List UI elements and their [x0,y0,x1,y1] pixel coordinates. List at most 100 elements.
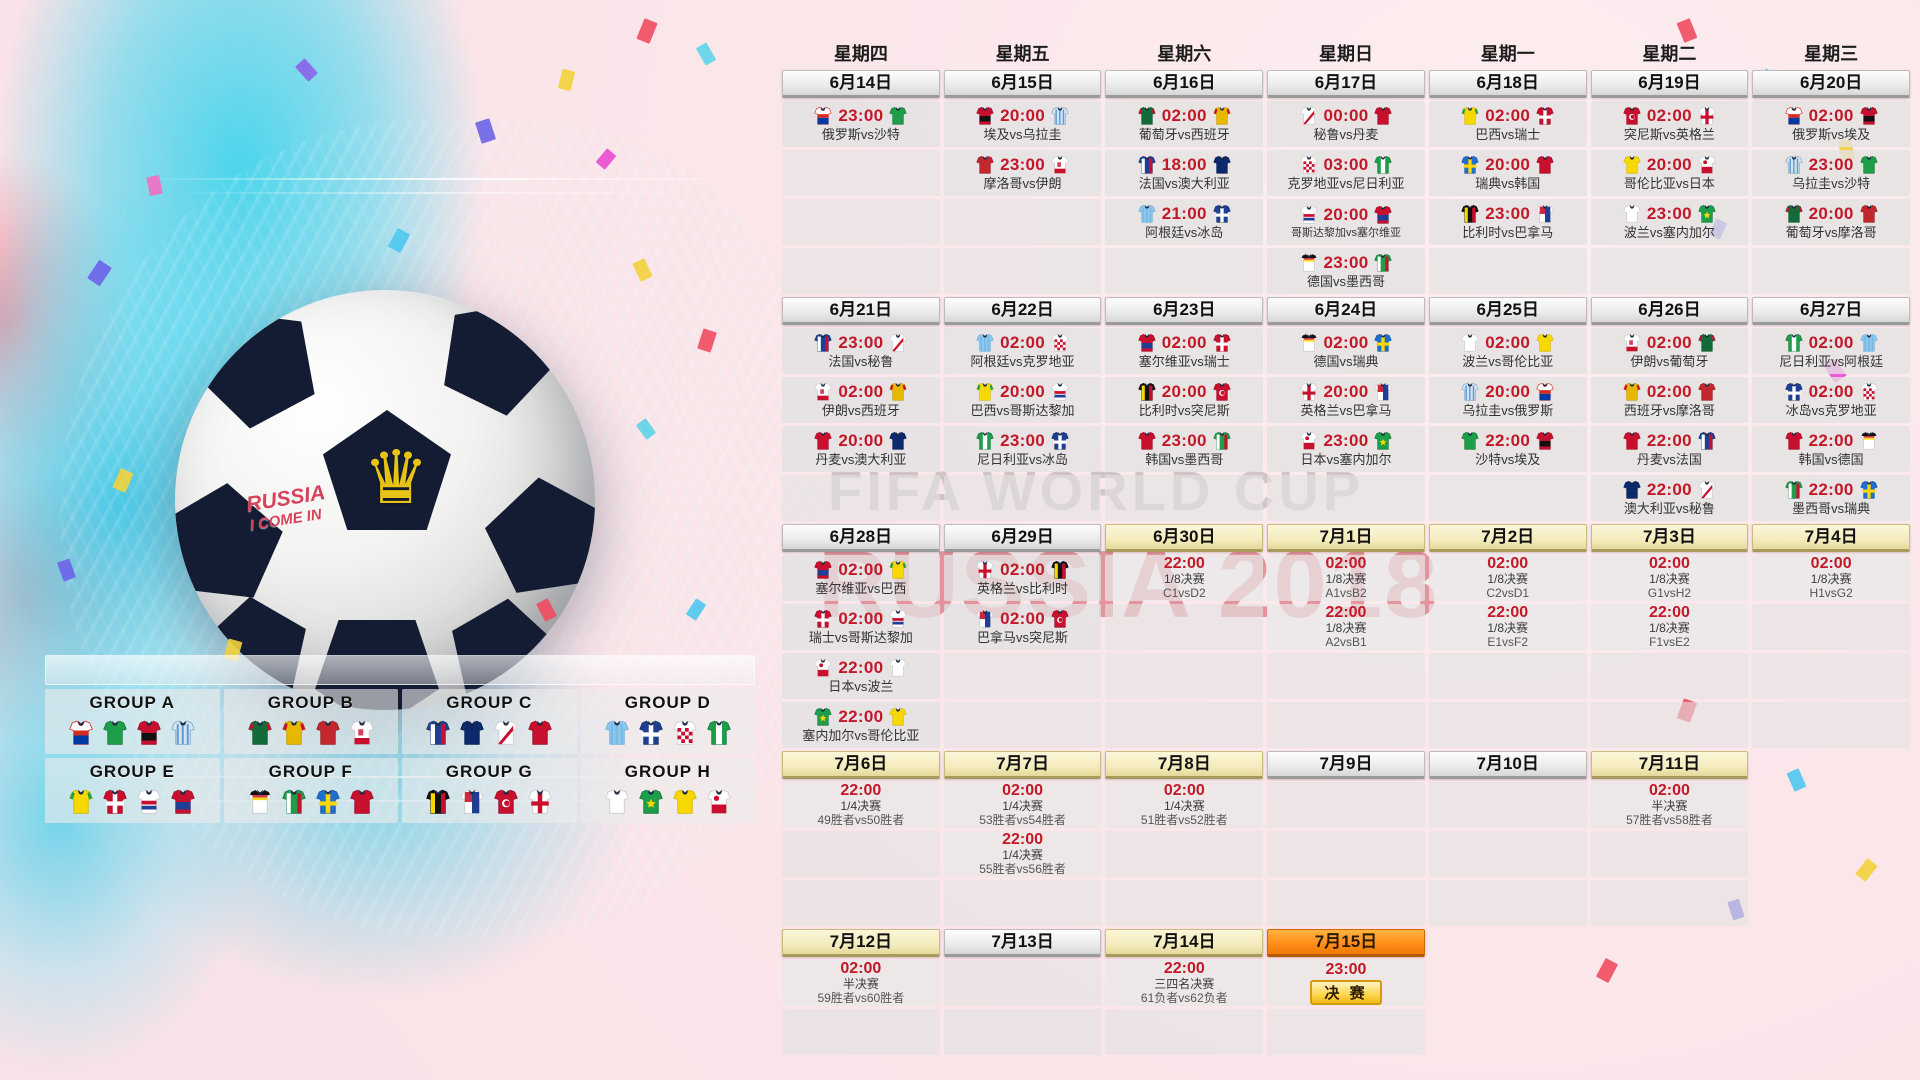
match-cell[interactable]: 20:00 埃及vs乌拉圭 [943,101,1102,147]
day-header-6月19日[interactable]: 6月19日 [1590,70,1749,98]
match-cell[interactable]: 20:00 葡萄牙vs摩洛哥 [1752,199,1910,245]
match-cell[interactable]: 02:00 塞尔维亚vs瑞士 [1105,328,1264,374]
match-cell[interactable]: 22:00 日本vs波兰 [782,653,940,699]
match-cell[interactable]: 23:00 乌拉圭vs沙特 [1752,150,1910,196]
match-cell[interactable]: 18:00 法国vs澳大利亚 [1105,150,1264,196]
group-box-group-d[interactable]: GROUP D [580,689,755,754]
day-header-7月2日[interactable]: 7月2日 [1428,524,1587,552]
match-cell[interactable]: 02:00 阿根廷vs克罗地亚 [943,328,1102,374]
knockout-match-cell[interactable]: 02:00 1/4决赛 53胜者vs54胜者 [943,782,1102,828]
knockout-match-cell[interactable]: 22:00 三四名决赛 61负者vs62负者 [1105,960,1264,1006]
match-cell[interactable]: 00:00 秘鲁vs丹麦 [1267,101,1425,147]
day-header-6月20日[interactable]: 6月20日 [1752,70,1910,98]
day-header-7月8日[interactable]: 7月8日 [1105,751,1264,779]
match-cell[interactable]: 02:00 西班牙vs摩洛哥 [1590,377,1749,423]
match-cell[interactable]: 02:00 波兰vs哥伦比亚 [1428,328,1587,374]
knockout-match-cell[interactable]: 22:00 1/8决赛 E1vsF2 [1428,604,1587,650]
match-cell[interactable]: 23:00 摩洛哥vs伊朗 [943,150,1102,196]
day-header-7月13日[interactable]: 7月13日 [943,929,1102,957]
match-cell[interactable]: 23:00 德国vs墨西哥 [1267,248,1425,294]
day-header-7月11日[interactable]: 7月11日 [1590,751,1749,779]
day-header-6月28日[interactable]: 6月28日 [782,524,940,552]
knockout-match-cell[interactable]: 22:00 1/8决赛 A2vsB1 [1267,604,1425,650]
day-header-7月15日[interactable]: 7月15日 [1267,929,1425,957]
group-box-group-c[interactable]: GROUP C [402,689,577,754]
day-header-6月25日[interactable]: 6月25日 [1428,297,1587,325]
group-box-group-g[interactable]: GROUP G [402,758,577,823]
day-header-7月12日[interactable]: 7月12日 [782,929,940,957]
match-cell[interactable]: 21:00 阿根廷vs冰岛 [1105,199,1264,245]
knockout-match-cell[interactable]: 02:00 半决赛 57胜者vs58胜者 [1590,782,1749,828]
knockout-match-cell[interactable]: 02:00 半决赛 59胜者vs60胜者 [782,960,940,1006]
match-cell[interactable]: 02:00 尼日利亚vs阿根廷 [1752,328,1910,374]
knockout-match-cell[interactable]: 02:00 1/8决赛 G1vsH2 [1590,555,1749,601]
knockout-match-cell[interactable]: 02:00 1/8决赛 A1vsB2 [1267,555,1425,601]
match-cell[interactable]: 02:00 瑞士vs哥斯达黎加 [782,604,940,650]
match-cell[interactable]: 23:00 法国vs秘鲁 [782,328,940,374]
match-cell[interactable]: 02:00 俄罗斯vs埃及 [1752,101,1910,147]
day-header-6月17日[interactable]: 6月17日 [1267,70,1425,98]
day-header-7月7日[interactable]: 7月7日 [943,751,1102,779]
day-header-7月3日[interactable]: 7月3日 [1590,524,1749,552]
match-cell[interactable]: 22:00 塞内加尔vs哥伦比亚 [782,702,940,748]
group-box-group-b[interactable]: GROUP B [223,689,398,754]
knockout-match-cell[interactable]: 22:00 1/8决赛 F1vsE2 [1590,604,1749,650]
day-header-6月18日[interactable]: 6月18日 [1428,70,1587,98]
day-header-7月10日[interactable]: 7月10日 [1428,751,1587,779]
day-header-6月27日[interactable]: 6月27日 [1752,297,1910,325]
match-cell[interactable]: 22:00 韩国vs德国 [1752,426,1910,472]
match-cell[interactable]: 02:00 英格兰vs比利时 [943,555,1102,601]
match-cell[interactable]: 20:00 瑞典vs韩国 [1428,150,1587,196]
final-match-cell[interactable]: 23:00 决 赛 [1267,960,1425,1006]
match-cell[interactable]: 22:00 澳大利亚vs秘鲁 [1590,475,1749,521]
knockout-match-cell[interactable]: 02:00 1/8决赛 H1vsG2 [1752,555,1910,601]
day-header-6月30日[interactable]: 6月30日 [1105,524,1264,552]
match-cell[interactable]: 23:00 尼日利亚vs冰岛 [943,426,1102,472]
match-cell[interactable]: 23:00 波兰vs塞内加尔 [1590,199,1749,245]
match-cell[interactable]: 22:00 墨西哥vs瑞典 [1752,475,1910,521]
day-header-7月6日[interactable]: 7月6日 [782,751,940,779]
match-cell[interactable]: 20:00 哥伦比亚vs日本 [1590,150,1749,196]
match-cell[interactable]: 20:00 比利时vs突尼斯 [1105,377,1264,423]
day-header-6月15日[interactable]: 6月15日 [943,70,1102,98]
match-cell[interactable]: 02:00 德国vs瑞典 [1267,328,1425,374]
day-header-6月14日[interactable]: 6月14日 [782,70,940,98]
group-box-group-h[interactable]: GROUP H [580,758,755,823]
knockout-match-cell[interactable]: 22:00 1/8决赛 C1vsD2 [1105,555,1264,601]
match-cell[interactable]: 02:00 伊朗vs葡萄牙 [1590,328,1749,374]
match-cell[interactable]: 22:00 丹麦vs法国 [1590,426,1749,472]
knockout-match-cell[interactable]: 22:00 1/4决赛 49胜者vs50胜者 [782,782,940,828]
day-header-7月1日[interactable]: 7月1日 [1267,524,1425,552]
day-header-6月21日[interactable]: 6月21日 [782,297,940,325]
day-header-7月4日[interactable]: 7月4日 [1752,524,1910,552]
day-header-6月24日[interactable]: 6月24日 [1267,297,1425,325]
match-cell[interactable]: 20:00 丹麦vs澳大利亚 [782,426,940,472]
match-cell[interactable]: 20:00 英格兰vs巴拿马 [1267,377,1425,423]
group-box-group-f[interactable]: GROUP F [223,758,398,823]
match-cell[interactable]: 02:00 伊朗vs西班牙 [782,377,940,423]
day-header-6月16日[interactable]: 6月16日 [1105,70,1264,98]
knockout-match-cell[interactable]: 02:00 1/8决赛 C2vsD1 [1428,555,1587,601]
knockout-match-cell[interactable]: 22:00 1/4决赛 55胜者vs56胜者 [943,831,1102,877]
match-cell[interactable]: 23:00 日本vs塞内加尔 [1267,426,1425,472]
group-box-group-e[interactable]: GROUP E [45,758,220,823]
day-header-7月14日[interactable]: 7月14日 [1105,929,1264,957]
match-cell[interactable]: 23:00 韩国vs墨西哥 [1105,426,1264,472]
day-header-6月29日[interactable]: 6月29日 [943,524,1102,552]
day-header-7月9日[interactable]: 7月9日 [1267,751,1425,779]
match-cell[interactable]: 02:00 葡萄牙vs西班牙 [1105,101,1264,147]
match-cell[interactable]: 02:00 冰岛vs克罗地亚 [1752,377,1910,423]
day-header-6月23日[interactable]: 6月23日 [1105,297,1264,325]
day-header-6月26日[interactable]: 6月26日 [1590,297,1749,325]
match-cell[interactable]: 03:00 克罗地亚vs尼日利亚 [1267,150,1425,196]
match-cell[interactable]: 02:00 巴西vs瑞士 [1428,101,1587,147]
day-header-6月22日[interactable]: 6月22日 [943,297,1102,325]
match-cell[interactable]: 02:00 塞尔维亚vs巴西 [782,555,940,601]
match-cell[interactable]: 02:00 突尼斯vs英格兰 [1590,101,1749,147]
match-cell[interactable]: 20:00 巴西vs哥斯达黎加 [943,377,1102,423]
group-box-group-a[interactable]: GROUP A [45,689,220,754]
match-cell[interactable]: 22:00 沙特vs埃及 [1428,426,1587,472]
match-cell[interactable]: 23:00 俄罗斯vs沙特 [782,101,940,147]
knockout-match-cell[interactable]: 02:00 1/4决赛 51胜者vs52胜者 [1105,782,1264,828]
match-cell[interactable]: 02:00 巴拿马vs突尼斯 [943,604,1102,650]
